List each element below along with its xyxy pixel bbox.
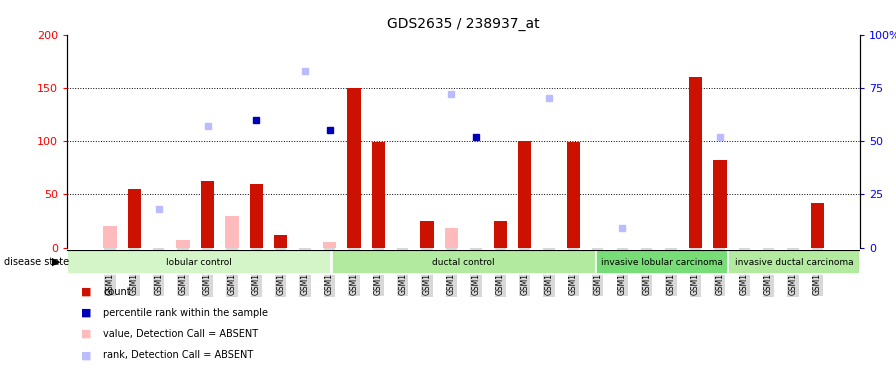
FancyBboxPatch shape — [596, 250, 728, 275]
Text: ductal control: ductal control — [433, 258, 495, 266]
Text: disease state: disease state — [4, 257, 70, 267]
Bar — [518, 141, 531, 248]
Bar — [494, 221, 507, 248]
Bar — [201, 180, 214, 248]
Text: ■: ■ — [81, 350, 91, 360]
Bar — [347, 88, 360, 248]
Title: GDS2635 / 238937_at: GDS2635 / 238937_at — [387, 17, 540, 31]
Bar — [274, 235, 288, 248]
Text: ■: ■ — [81, 287, 91, 297]
Text: lobular control: lobular control — [167, 258, 232, 266]
Bar — [103, 227, 116, 248]
Text: ▶: ▶ — [53, 257, 61, 267]
Bar — [127, 189, 141, 248]
Text: invasive ductal carcinoma: invasive ductal carcinoma — [735, 258, 853, 266]
FancyBboxPatch shape — [67, 250, 332, 275]
Bar — [250, 184, 263, 248]
Bar — [177, 240, 190, 248]
FancyBboxPatch shape — [332, 250, 596, 275]
Text: invasive lobular carcinoma: invasive lobular carcinoma — [601, 258, 723, 266]
Bar — [372, 142, 385, 248]
Bar — [323, 242, 336, 248]
Text: count: count — [103, 287, 131, 297]
FancyBboxPatch shape — [728, 250, 860, 275]
Bar — [811, 203, 824, 248]
Text: rank, Detection Call = ABSENT: rank, Detection Call = ABSENT — [103, 350, 254, 360]
Text: value, Detection Call = ABSENT: value, Detection Call = ABSENT — [103, 329, 258, 339]
Bar — [225, 216, 238, 248]
Text: percentile rank within the sample: percentile rank within the sample — [103, 308, 268, 318]
Bar — [567, 142, 581, 248]
Bar — [444, 228, 458, 248]
Bar — [420, 221, 434, 248]
Bar — [713, 160, 727, 248]
Text: ■: ■ — [81, 329, 91, 339]
Bar — [689, 77, 702, 248]
Text: ■: ■ — [81, 308, 91, 318]
